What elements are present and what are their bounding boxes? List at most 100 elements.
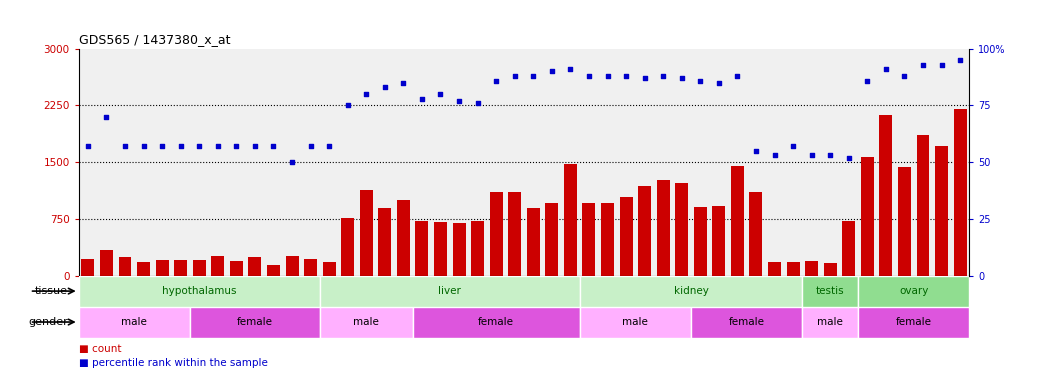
Point xyxy=(432,91,449,97)
Bar xyxy=(190,307,320,338)
Bar xyxy=(730,166,744,276)
Point xyxy=(525,73,542,79)
Bar xyxy=(79,307,190,338)
Point xyxy=(487,78,504,84)
Bar xyxy=(749,192,763,276)
Bar xyxy=(193,260,205,276)
Point xyxy=(840,154,857,160)
Bar xyxy=(619,197,633,276)
Bar xyxy=(137,262,150,276)
Bar xyxy=(694,207,706,276)
Bar xyxy=(583,203,595,276)
Point xyxy=(321,143,337,149)
Text: ovary: ovary xyxy=(899,286,929,296)
Point xyxy=(747,148,764,154)
Bar xyxy=(82,259,94,276)
Text: tissue: tissue xyxy=(35,286,68,296)
Point xyxy=(506,73,523,79)
Bar xyxy=(858,307,969,338)
Text: GDS565 / 1437380_x_at: GDS565 / 1437380_x_at xyxy=(79,33,231,46)
Text: female: female xyxy=(896,317,932,327)
Point xyxy=(599,73,616,79)
Point xyxy=(562,66,578,72)
Bar xyxy=(675,183,689,276)
Point xyxy=(636,75,653,81)
Point xyxy=(655,73,672,79)
Bar xyxy=(917,135,930,276)
Point xyxy=(470,100,486,106)
Bar xyxy=(472,221,484,276)
Point xyxy=(711,80,727,86)
Bar xyxy=(954,109,966,276)
Bar xyxy=(805,261,818,276)
Bar xyxy=(527,208,540,276)
Bar xyxy=(768,262,781,276)
Bar xyxy=(787,262,800,276)
Bar xyxy=(100,250,113,276)
Bar xyxy=(860,156,874,276)
Bar xyxy=(212,256,224,276)
Point xyxy=(952,57,968,63)
Bar xyxy=(415,221,429,276)
Point xyxy=(451,98,467,104)
Bar xyxy=(320,276,580,307)
Point xyxy=(246,143,263,149)
Point xyxy=(172,143,189,149)
Point xyxy=(896,73,913,79)
Bar xyxy=(248,257,261,276)
Bar xyxy=(378,208,391,276)
Bar xyxy=(118,258,131,276)
Text: liver: liver xyxy=(438,286,461,296)
Bar xyxy=(320,307,413,338)
Point xyxy=(210,143,226,149)
Bar xyxy=(413,307,580,338)
Bar xyxy=(858,276,969,307)
Point xyxy=(228,143,245,149)
Text: female: female xyxy=(237,317,272,327)
Bar xyxy=(879,114,893,276)
Bar xyxy=(601,202,614,276)
Point xyxy=(191,143,208,149)
Text: kidney: kidney xyxy=(674,286,708,296)
Point xyxy=(302,143,319,149)
Text: male: male xyxy=(122,317,147,327)
Bar xyxy=(803,276,858,307)
Point xyxy=(766,152,783,158)
Bar xyxy=(397,200,410,276)
Point xyxy=(414,96,431,102)
Point xyxy=(581,73,597,79)
Bar xyxy=(657,180,670,276)
Bar xyxy=(453,223,465,276)
Bar xyxy=(638,186,651,276)
Bar xyxy=(803,307,858,338)
Point xyxy=(99,114,115,120)
Point xyxy=(80,143,96,149)
Point xyxy=(933,62,949,68)
Point xyxy=(284,159,301,165)
Bar xyxy=(304,259,318,276)
Bar xyxy=(155,260,169,276)
Point xyxy=(692,78,708,84)
Point xyxy=(376,84,393,90)
Bar xyxy=(824,263,836,276)
Bar xyxy=(935,146,948,276)
Bar xyxy=(580,307,691,338)
Text: male: male xyxy=(817,317,844,327)
Bar xyxy=(342,218,354,276)
Text: gender: gender xyxy=(28,317,68,327)
Point xyxy=(674,75,691,81)
Bar xyxy=(489,192,503,276)
Point xyxy=(803,152,820,158)
Text: hypothalamus: hypothalamus xyxy=(162,286,237,296)
Point xyxy=(915,62,932,68)
Text: female: female xyxy=(728,317,765,327)
Point xyxy=(265,143,282,149)
Bar xyxy=(174,260,188,276)
Point xyxy=(135,143,152,149)
Point xyxy=(729,73,746,79)
Bar xyxy=(434,222,447,276)
Bar xyxy=(508,192,521,276)
Bar xyxy=(79,276,320,307)
Bar xyxy=(359,190,373,276)
Text: ■ percentile rank within the sample: ■ percentile rank within the sample xyxy=(79,358,267,368)
